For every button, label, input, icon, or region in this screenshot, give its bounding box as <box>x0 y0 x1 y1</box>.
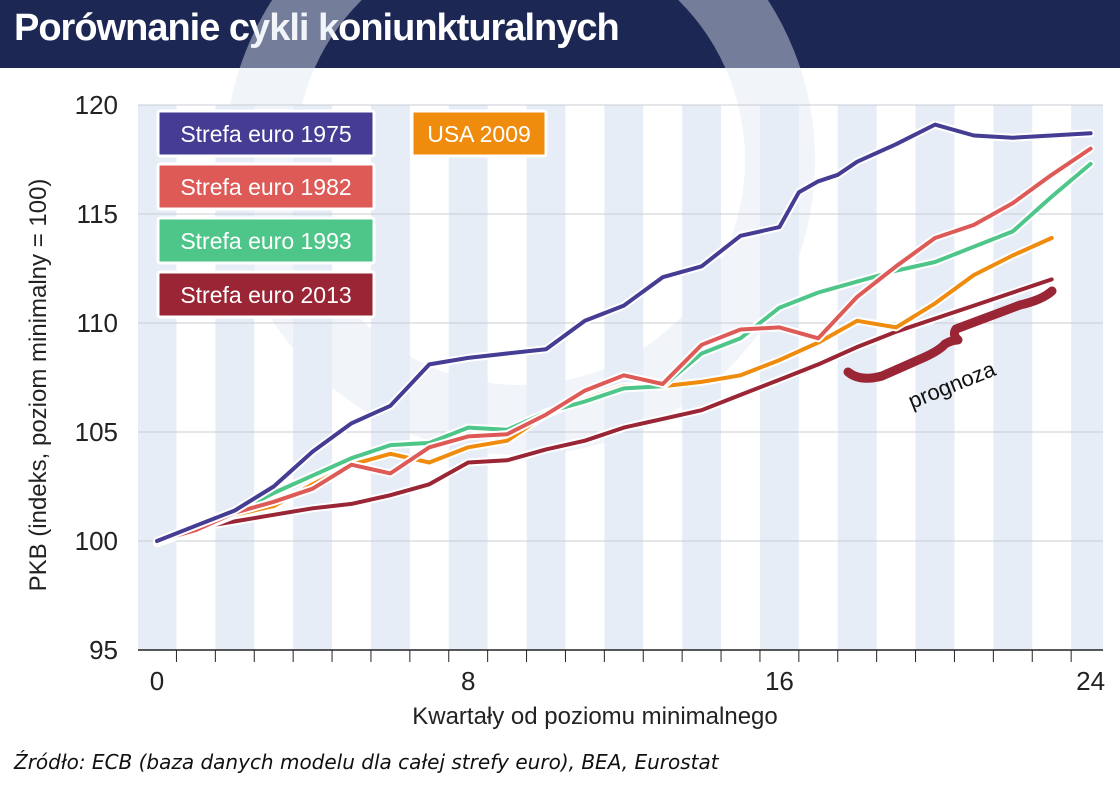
legend-box <box>410 109 548 158</box>
y-axis-title: PKB (indeks, poziom minimalny = 100) <box>25 179 52 592</box>
legend-item: Strefa euro 1975 <box>156 109 376 158</box>
x-tick-label: 24 <box>1076 666 1105 696</box>
x-tick-label: 16 <box>765 666 794 696</box>
source-note: Źródło: ECB (baza danych modelu dla całe… <box>14 750 719 774</box>
legend-box <box>156 270 376 319</box>
forecast-brace <box>843 286 1057 383</box>
y-tick-label: 115 <box>77 199 118 229</box>
legend-label: Strefa euro 1975 <box>180 121 351 147</box>
legend-box <box>156 216 376 265</box>
background-stripe <box>915 105 955 650</box>
background-stripe <box>448 105 488 650</box>
legend-item: USA 2009 <box>410 109 548 158</box>
legend-item: Strefa euro 2013 <box>156 270 376 319</box>
x-axis-title: Kwartały od poziomu minimalnego <box>412 703 778 730</box>
title-bar: Porównanie cykli koniunkturalnych <box>0 0 1120 68</box>
legend-label: USA 2009 <box>427 121 531 147</box>
legend-label: Strefa euro 1982 <box>180 174 351 200</box>
legend-item: Strefa euro 1982 <box>156 162 376 211</box>
y-tick-label: 105 <box>75 417 118 447</box>
page-title: Porównanie cykli koniunkturalnych <box>14 7 620 49</box>
y-tick-label: 95 <box>89 635 118 665</box>
legend-box <box>156 162 376 211</box>
series-line <box>155 122 1093 543</box>
background-stripe <box>1071 105 1103 650</box>
legend-label: Strefa euro 1993 <box>180 228 351 254</box>
y-tick-label: 120 <box>75 90 118 120</box>
background-stripe <box>526 105 566 650</box>
series-line <box>155 146 1093 543</box>
background-stripe <box>993 105 1033 650</box>
legend-item: Strefa euro 1993 <box>156 216 376 265</box>
legend-label: Strefa euro 2013 <box>180 282 351 308</box>
y-tick-label: 110 <box>77 308 118 338</box>
background-stripe <box>370 105 410 650</box>
legend-box <box>156 109 376 158</box>
series-line <box>155 277 1054 543</box>
y-tick-label: 100 <box>75 526 118 556</box>
x-tick-label: 0 <box>150 666 164 696</box>
x-tick-label: 8 <box>461 666 475 696</box>
series-line <box>155 161 1093 543</box>
